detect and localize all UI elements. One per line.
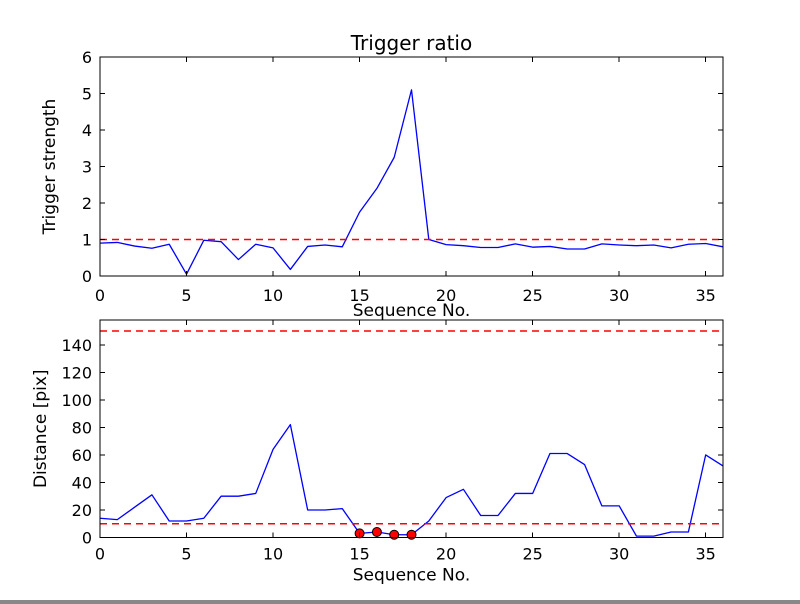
x-tick-label: 35 [696,286,716,305]
x-tick-label: 0 [95,545,105,564]
x-axis-label: Sequence No. [353,566,470,586]
y-tick-label: 4 [82,121,92,140]
x-tick-label: 35 [696,545,716,564]
y-tick-label: 5 [82,85,92,104]
x-tick-label: 15 [349,545,369,564]
y-tick-label: 3 [82,158,92,177]
y-tick-label: 40 [72,473,92,492]
chart-title: Trigger ratio [350,31,472,55]
x-tick-label: 10 [263,286,283,305]
y-tick-label: 100 [61,391,92,410]
y-tick-label: 2 [82,194,92,213]
y-tick-label: 6 [82,48,92,67]
y-tick-label: 140 [61,336,92,355]
event-marker [389,529,400,540]
tick-marks [99,56,723,277]
subplot-distance: 0 5 10 15 20 25 30 35 0 20 40 60 80 100 120 140 Sequence… [31,319,724,586]
x-tick-label: 25 [522,286,542,305]
tick-marks [99,320,723,538]
x-tick-label: 25 [522,545,542,564]
y-tick-label: 1 [82,231,92,250]
plot-area [100,320,723,538]
x-tick-label: 5 [181,286,191,305]
x-tick-label: 0 [95,286,105,305]
y-axis-label: Trigger strength [40,99,60,236]
axes-spines [99,319,724,538]
event-marker [371,526,382,537]
y-tick-label: 0 [82,267,92,286]
event-marker [406,529,417,540]
x-tick-label: 15 [349,286,369,305]
x-axis-label: Sequence No. [353,301,470,321]
x-tick-label: 30 [609,545,629,564]
x-tick-label: 20 [436,286,456,305]
y-tick-label: 60 [72,446,92,465]
subplot-trigger-ratio: 0 5 10 15 20 25 30 35 0 1 2 3 4 5 6 Trigger ratio Sequen… [40,31,724,321]
x-tick-label: 30 [609,286,629,305]
data-line-trigger-strength [99,89,724,275]
y-tick-label: 20 [72,501,92,520]
x-tick-label: 5 [181,545,191,564]
y-tick-label: 80 [72,418,92,437]
x-tick-label: 20 [436,545,456,564]
x-tick-label: 10 [263,545,283,564]
y-axis-label: Distance [pix] [31,369,51,488]
y-tick-label: 0 [82,529,92,548]
y-tick-label: 120 [61,363,92,382]
